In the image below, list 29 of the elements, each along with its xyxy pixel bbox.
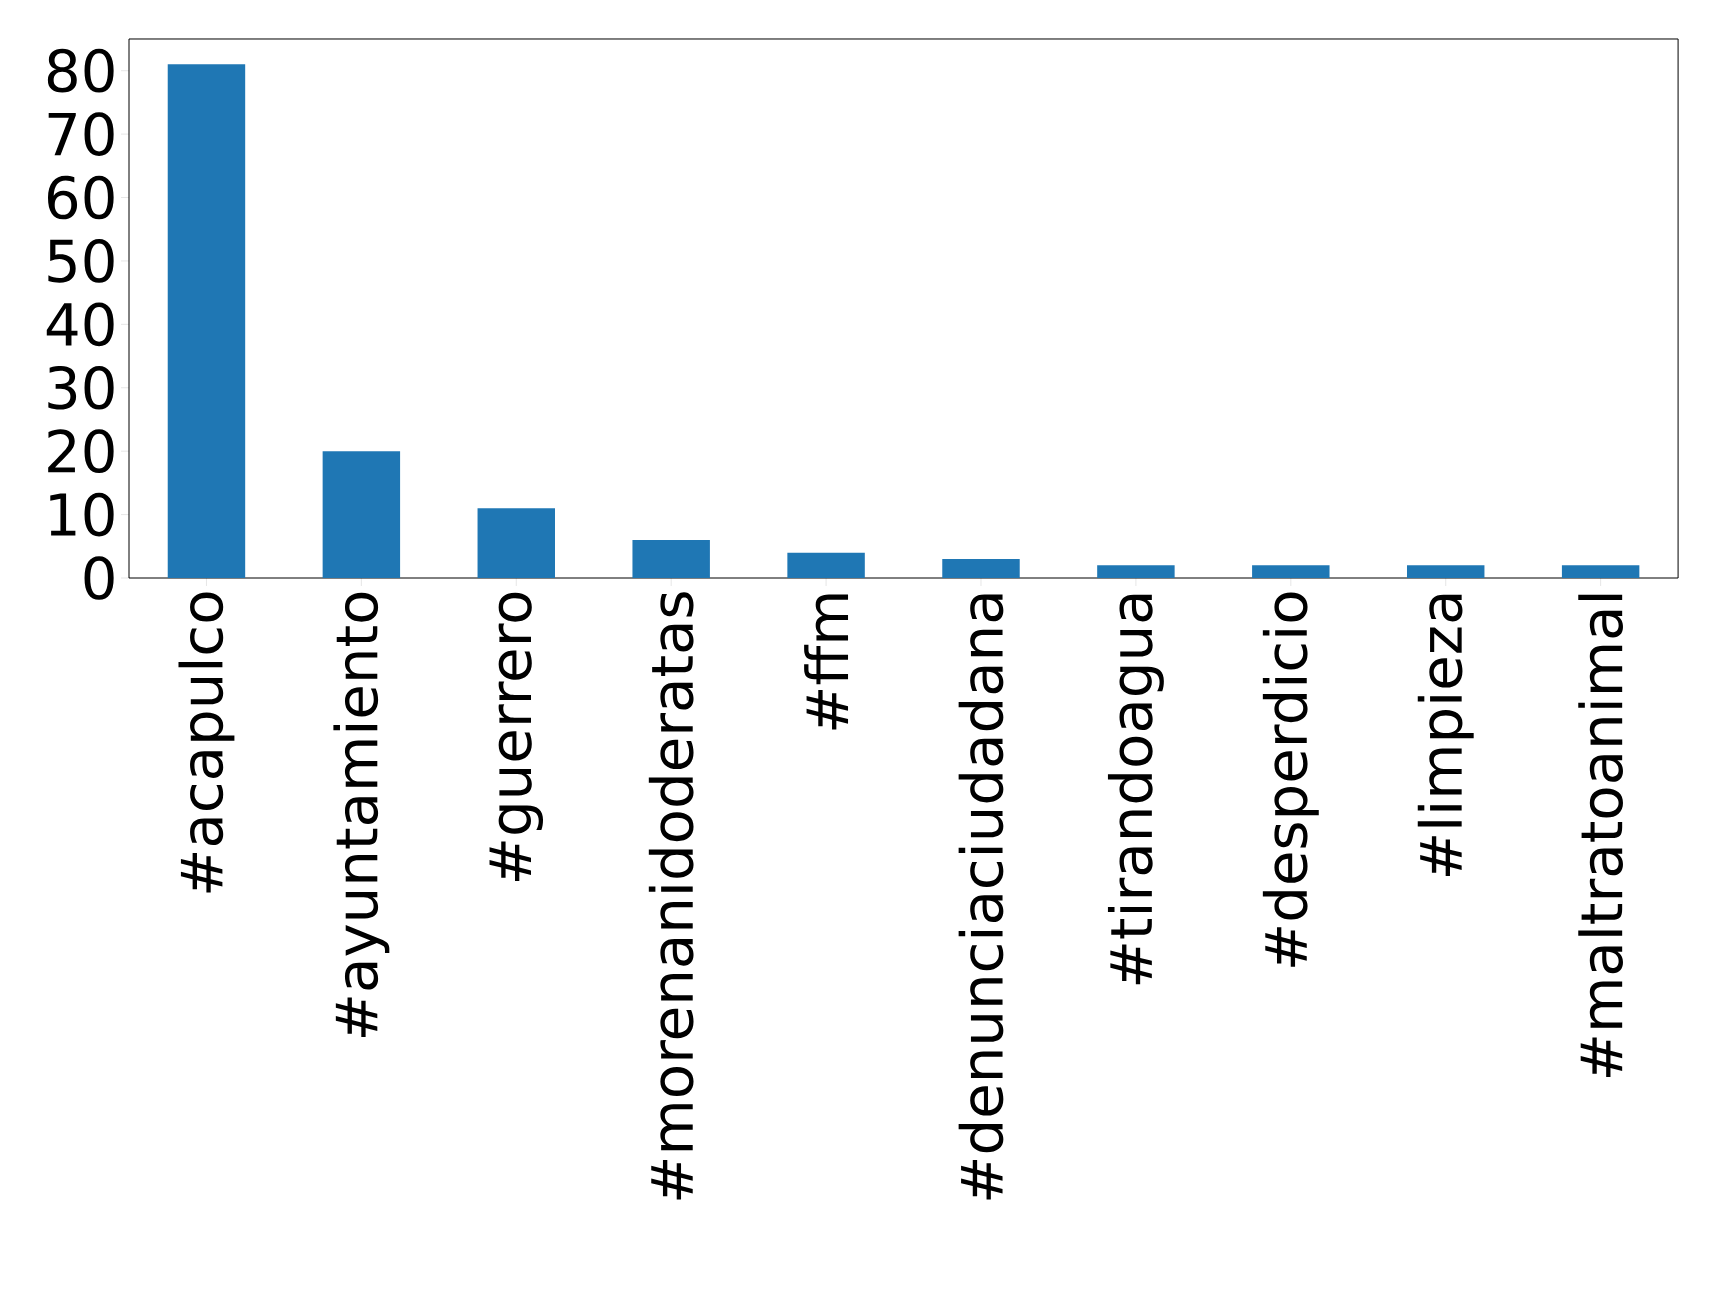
y-tick-label: 40 xyxy=(46,302,114,347)
y-tick-label: 60 xyxy=(47,175,114,220)
x-tick-label: #denunciaciudadana xyxy=(958,594,1004,1200)
bar xyxy=(167,64,246,578)
x-tick-label: #limpieza xyxy=(1417,594,1474,876)
bar xyxy=(477,508,555,578)
x-tick-label: #maltratoanimal xyxy=(1578,594,1623,1077)
bar xyxy=(322,451,401,578)
x-tick-label: #morenanidoderatas xyxy=(648,592,694,1200)
bar xyxy=(1252,565,1330,578)
bar xyxy=(1406,565,1485,578)
y-tick-label: 10 xyxy=(50,492,114,537)
y-tick-label: 30 xyxy=(48,365,114,410)
bar xyxy=(942,558,1020,578)
bar xyxy=(787,552,865,578)
y-tick-label: 0 xyxy=(84,556,114,600)
x-tick-label: #tirandoagua xyxy=(1107,594,1164,985)
bar xyxy=(1097,565,1175,578)
y-tick-label: 50 xyxy=(48,239,114,283)
x-tick-label: #acapulco xyxy=(178,592,235,893)
x-tick-label: #ffm xyxy=(804,594,849,730)
y-tick-label: 20 xyxy=(48,429,114,474)
y-tick-label: 70 xyxy=(48,112,114,156)
x-tick-label: #desperdicio xyxy=(1262,592,1319,967)
x-tick-label: #ayuntamiento xyxy=(333,592,390,1037)
x-tick-label: #guerrero xyxy=(489,592,544,881)
bar xyxy=(1561,565,1640,578)
y-tick-label: 80 xyxy=(47,48,114,93)
bar xyxy=(632,539,710,578)
